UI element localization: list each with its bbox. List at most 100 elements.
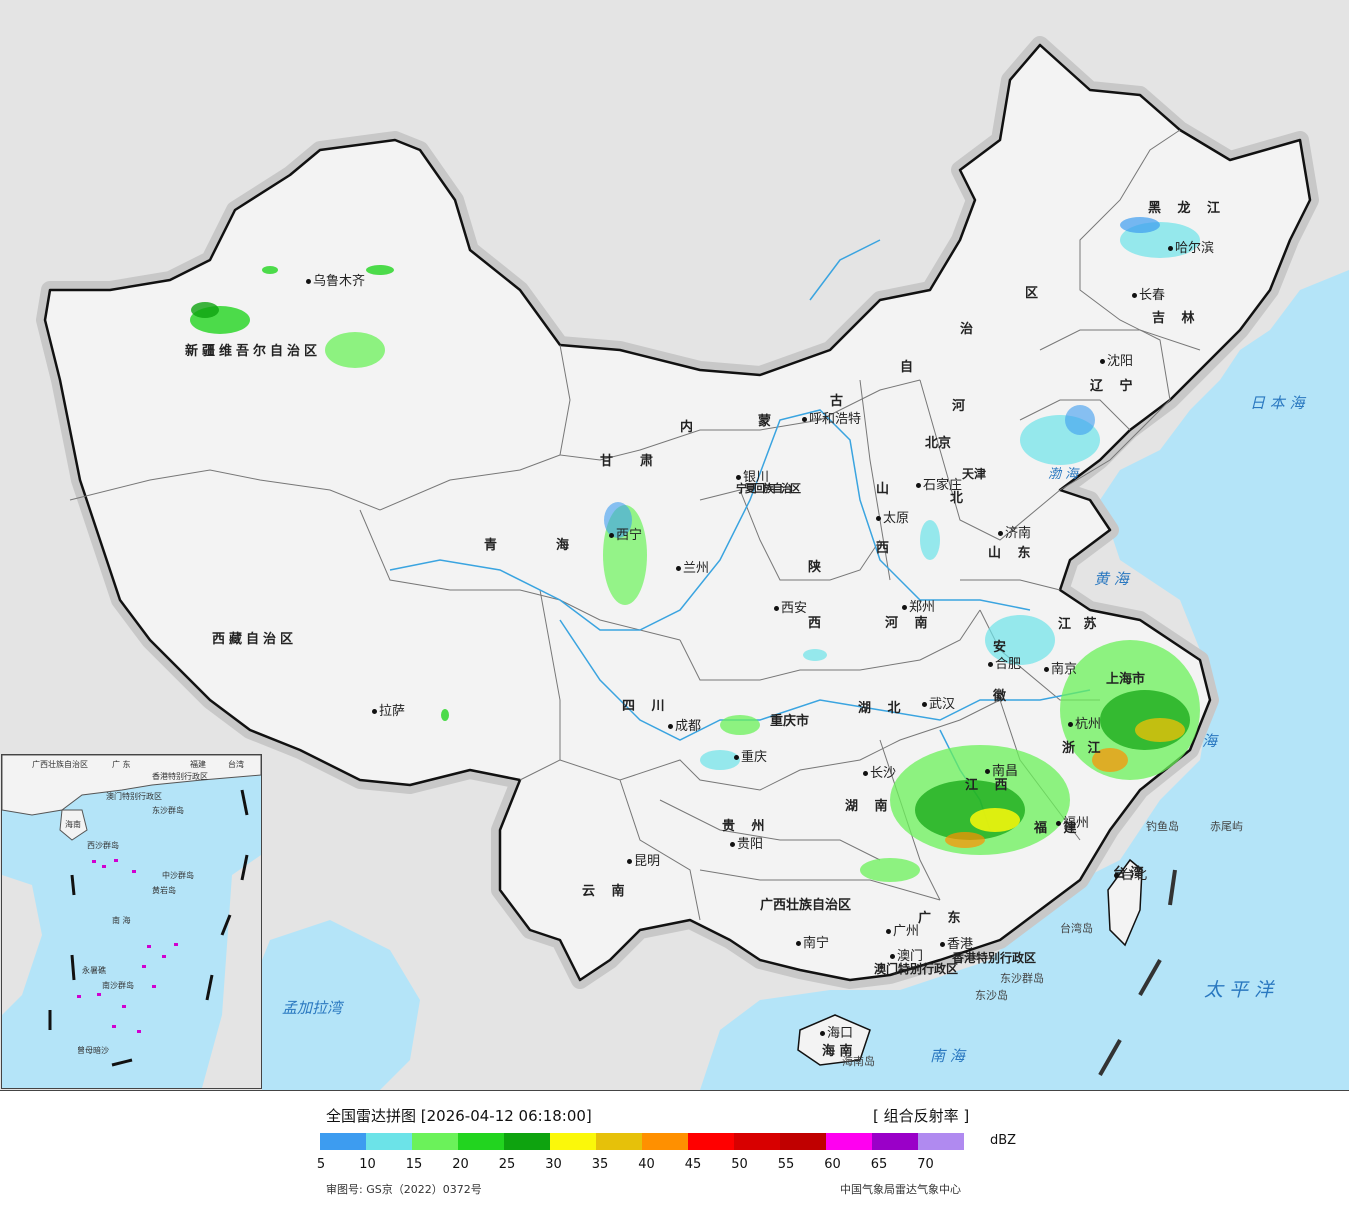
city-label-jinan: 济南 [998,522,1031,541]
province-label-neimenggu-a-text: 内 [680,420,694,435]
city-label-guiyang: 贵阳 [730,833,763,852]
province-label-hainan-text: 海 南 [822,1044,853,1059]
city-marker-icon [988,662,993,667]
province-label-hongkong: 香港特别行政区 [952,949,1036,966]
scale-color-11 [826,1133,872,1150]
city-marker-icon [1100,359,1105,364]
city-label-macau-c: 澳门 [890,945,923,964]
scale-tick: 30 [545,1157,562,1172]
inset-label-in-guangdong-text: 广 东 [112,760,131,769]
scale-color-12 [872,1133,918,1150]
city-label-shijiazhuang: 石家庄 [916,474,962,493]
scale-tick: 65 [870,1157,888,1172]
province-label-xinjiang: 新疆维吾尔自治区 [185,340,321,359]
province-label-guangxi: 广西壮族自治区 [760,894,851,913]
city-marker-icon [730,842,735,847]
city-label-hongkong-c-text: 香港 [947,937,974,952]
province-label-anhui-b: 徽 [993,685,1006,704]
city-marker-icon [609,533,614,538]
city-label-lhasa-text: 拉萨 [379,704,406,719]
sea-label-japan-sea: 日 本 海 [1250,392,1305,413]
color-scale [320,1133,964,1150]
scale-tick: 40 [638,1157,655,1172]
city-label-kunming-text: 昆明 [634,854,661,869]
inset-landmass [2,875,42,1015]
province-label-neimenggu-e-text: 治 [960,322,974,337]
city-label-urumqi: 乌鲁木齐 [306,270,365,289]
scale-color-13 [918,1133,964,1150]
province-label-guizhou-text: 贵 州 [722,819,771,834]
province-label-jiangxi: 江 西 [965,774,1014,793]
inset-label-in-zhongsha-text: 中沙群岛 [162,871,194,880]
city-label-shenyang: 沈阳 [1100,350,1133,369]
city-label-guangzhou-text: 广州 [893,924,920,939]
island-label-diaoyu-text: 钓鱼岛 [1146,820,1179,833]
sea-label-bohai-text: 渤 海 [1048,467,1079,482]
city-label-chengdu: 成都 [668,715,701,734]
city-marker-icon [802,417,807,422]
city-label-haikou: 海口 [820,1022,853,1041]
hainan-island-shape [797,1014,871,1066]
inset-label-in-fujian: 福建 [190,759,206,770]
scale-tick: 60 [824,1157,841,1172]
province-label-macau: 澳门特别行政区 [874,960,958,977]
province-label-hunan: 湖 南 [845,795,894,814]
city-marker-icon [372,709,377,714]
province-label-zhejiang-text: 浙 江 [1062,741,1105,756]
city-marker-icon [1068,722,1073,727]
city-label-hangzhou: 杭州 [1068,713,1101,732]
city-marker-icon [1132,293,1137,298]
province-label-jiangsu: 江 苏 [1058,613,1101,632]
city-label-harbin: 哈尔滨 [1168,237,1214,256]
scale-tick: 25 [498,1157,516,1172]
city-label-zhengzhou: 郑州 [902,596,935,615]
sea-label-yellow-sea-text: 黄 海 [1094,570,1129,588]
city-label-harbin-text: 哈尔滨 [1175,241,1215,256]
island-label-hainan-island-text: 海南岛 [842,1055,875,1068]
province-label-xinjiang-text: 新疆维吾尔自治区 [185,344,322,359]
inset-label-in-hainan: 海南 [65,819,81,830]
province-label-tianjin-text: 天津 [962,467,987,481]
province-label-fujian-text: 福 建 [1034,821,1083,836]
city-label-taiyuan: 太原 [876,507,909,526]
city-label-kunming: 昆明 [627,850,660,869]
province-label-gansu-b-text: 肃 [640,454,654,469]
city-label-wuhan-text: 武汉 [929,697,956,712]
province-label-neimenggu-e: 治 [960,318,973,337]
city-marker-icon [876,516,881,521]
scale-tick: 20 [452,1157,469,1172]
city-marker-icon [1044,667,1049,672]
island-label-chiwei-text: 赤尾屿 [1210,820,1243,833]
province-label-jiangxi-text: 江 西 [965,778,1014,793]
island-label-taiwan-island: 台湾岛 [1060,920,1093,936]
province-label-macau-text: 澳门特别行政区 [874,962,959,976]
city-label-chongqing-c-text: 重庆 [741,750,768,765]
city-label-nanchang-text: 南昌 [992,764,1019,779]
province-label-tianjin: 天津 [962,465,986,482]
province-label-hunan-text: 湖 南 [845,799,894,814]
scale-color-1 [366,1133,412,1150]
inset-label-in-southsea: 南 海 [112,915,131,926]
province-label-anhui-a: 安 [993,636,1006,655]
province-label-qinghai-b: 海 [556,534,569,553]
radar-echoes [190,217,1200,882]
sea-label-east-sea-text: 海 [1202,732,1218,750]
province-label-hongkong-text: 香港特别行政区 [952,951,1037,965]
legend-title: 全国雷达拼图 [2026-04-12 06:18:00] [326,1107,592,1125]
province-label-beijing: 北京 [925,432,951,451]
city-label-changchun: 长春 [1132,284,1165,303]
city-label-nanjing: 南京 [1044,658,1077,677]
sea-label-bengal: 孟加拉湾 [282,997,342,1018]
map-labels: 新疆维吾尔自治区 西藏自治区青海甘肃内蒙古自治区黑 龙 江吉 林辽 宁河北山西陕西… [185,201,1305,1068]
inset-label-in-huangyan: 黄岩岛 [152,885,176,896]
city-marker-icon [886,929,891,934]
city-label-xian: 西安 [774,597,807,616]
province-label-ningxia-text: 宁夏回族自治区 [736,482,801,495]
city-marker-icon [998,531,1003,536]
city-marker-icon [1168,246,1173,251]
city-marker-icon [668,724,673,729]
scale-tick: 10 [359,1157,376,1172]
inset-islands [77,859,178,1033]
scale-color-2 [412,1133,458,1150]
inset-label-in-taiwan: 台湾 [228,759,244,770]
